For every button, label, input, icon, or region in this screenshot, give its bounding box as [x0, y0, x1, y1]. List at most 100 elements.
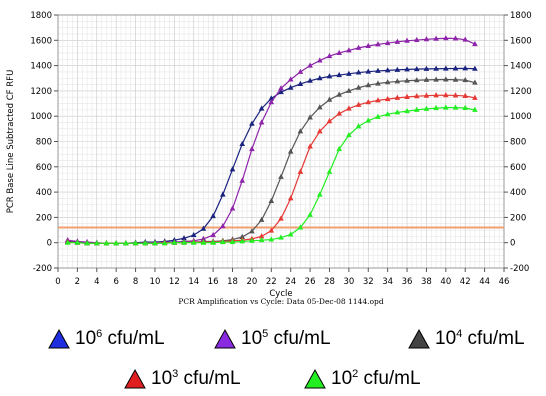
series-point	[443, 65, 449, 71]
series-point	[326, 52, 333, 59]
series-point	[316, 75, 323, 81]
x-tick-label: 20	[246, 277, 257, 287]
series-point	[336, 71, 342, 78]
series-point	[287, 148, 294, 154]
series-point	[316, 104, 323, 110]
x-tick-label: 6	[113, 277, 118, 287]
legend-marker-1e6	[48, 328, 70, 349]
series-point	[452, 104, 459, 110]
series-point	[268, 227, 275, 233]
series-point	[452, 65, 459, 71]
series-point	[161, 240, 168, 246]
series-point	[355, 123, 362, 129]
series-point	[297, 68, 304, 74]
x-tick-label: 4	[94, 277, 99, 287]
x-axis-title: Cycle	[269, 289, 292, 299]
series-point	[365, 99, 372, 105]
y-tick-label: 200	[36, 213, 52, 223]
series-point	[346, 47, 352, 53]
series-point	[443, 35, 449, 41]
series-point	[84, 240, 90, 246]
series-point	[355, 101, 362, 107]
y-tick-label: 800	[36, 138, 52, 148]
y-tick-label: 600	[36, 163, 52, 173]
series-point	[336, 91, 342, 97]
y-tick-label: 1600	[30, 36, 52, 46]
series-point	[249, 228, 255, 234]
x-tick-label: 30	[343, 277, 354, 287]
y-tick-label-right: 600	[510, 163, 526, 173]
series-point	[307, 114, 313, 120]
series-point	[258, 105, 265, 111]
series-point	[346, 87, 352, 93]
series-point	[239, 177, 246, 183]
legend-marker-1e3	[124, 368, 146, 389]
series-point	[297, 128, 304, 134]
series-point	[423, 92, 430, 98]
series-point	[103, 240, 110, 246]
series-point	[287, 76, 294, 82]
x-tick-label: 10	[150, 277, 161, 287]
series-point	[452, 76, 459, 82]
legend-marker-1e5	[214, 328, 236, 349]
y-tick-label: -200	[33, 264, 52, 274]
series-point	[472, 40, 478, 47]
series-point	[210, 212, 216, 219]
series-point	[220, 238, 226, 245]
y-tick-label: 1400	[30, 62, 52, 72]
y-tick-label-right: 1000	[510, 112, 532, 122]
y-tick-label: 1000	[30, 112, 52, 122]
series-point	[472, 79, 478, 85]
series-point	[375, 113, 381, 119]
series-point	[346, 131, 352, 138]
series-point	[316, 191, 323, 197]
series-point	[452, 92, 459, 98]
series-point	[375, 67, 381, 73]
grid	[57, 14, 505, 269]
series-point	[452, 35, 459, 41]
series-point	[287, 231, 294, 237]
x-tick-label: 32	[363, 277, 374, 287]
series-point	[316, 57, 323, 63]
series-point	[74, 239, 81, 245]
series-point	[171, 239, 178, 245]
series-point	[365, 82, 372, 88]
series-point	[384, 111, 391, 117]
series-point	[365, 117, 372, 123]
series-point	[355, 84, 362, 90]
series-point	[433, 65, 439, 71]
series-point	[278, 173, 284, 179]
series-point	[423, 65, 430, 71]
series-point	[394, 109, 401, 115]
series-point	[239, 140, 246, 147]
series-point	[394, 38, 401, 44]
series-point	[462, 76, 469, 83]
x-tick-label: 34	[382, 277, 393, 287]
series-point	[249, 145, 255, 152]
series-point	[472, 106, 478, 112]
series-point	[472, 94, 478, 100]
series-point	[220, 191, 226, 197]
y-tick-label-right: 1400	[510, 62, 532, 72]
series-point	[297, 168, 304, 174]
series-point	[472, 65, 478, 71]
series-point	[123, 240, 129, 246]
series-point	[326, 168, 333, 174]
series-point	[375, 80, 381, 86]
series-point	[346, 70, 352, 76]
series-point	[297, 224, 304, 230]
x-tick-label: 18	[227, 277, 238, 287]
series-point	[307, 77, 313, 83]
y-tick-label-right: 400	[510, 188, 526, 198]
series-point	[113, 240, 119, 246]
y-tick-label-right: 1800	[510, 11, 532, 21]
x-tick-label: 24	[285, 277, 296, 287]
series-0	[64, 65, 478, 246]
series-point	[394, 78, 401, 84]
series-point	[413, 106, 420, 112]
series-point	[443, 104, 449, 110]
series-point	[190, 239, 197, 245]
series-point	[423, 36, 430, 42]
y-tick-label: 1800	[30, 11, 52, 21]
